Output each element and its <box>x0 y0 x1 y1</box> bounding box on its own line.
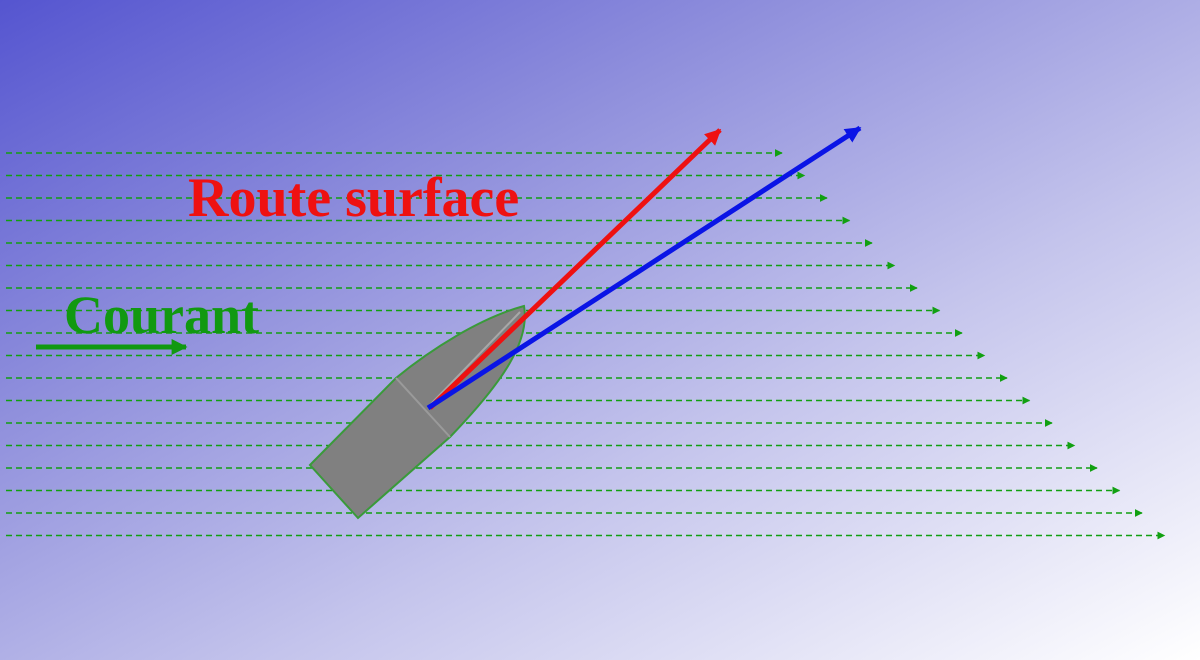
route-surface-label: Route surface <box>188 167 520 229</box>
heading-arrow <box>426 125 862 411</box>
hull-keel-line <box>429 311 521 406</box>
current-label: Courant <box>64 285 260 345</box>
boat-hull-icon <box>308 304 526 520</box>
hull-beam-line <box>395 377 451 438</box>
current-stream-lines <box>6 149 1166 540</box>
route-surface-arrow <box>428 128 722 410</box>
